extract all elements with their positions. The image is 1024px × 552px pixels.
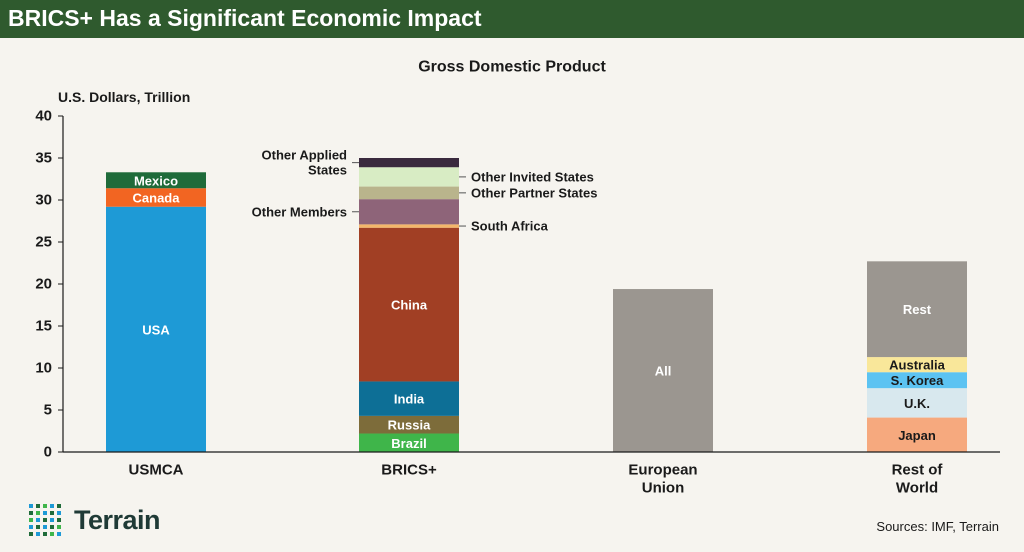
- logo-dot: [57, 525, 61, 529]
- segment-label-russia: Russia: [388, 418, 431, 433]
- segment-label-s-korea: S. Korea: [891, 373, 945, 388]
- y-tick-label: 40: [35, 108, 52, 125]
- logo-dot: [50, 518, 54, 522]
- segment-label-canada: Canada: [133, 190, 181, 205]
- x-category-label: BRICS+: [381, 462, 437, 479]
- segment-label-other-applied-states: Other Applied: [262, 148, 348, 163]
- gdp-chart: Gross Domestic Product U.S. Dollars, Tril…: [35, 59, 1000, 497]
- logo-dot: [29, 525, 33, 529]
- bar-segment-japan: [867, 417, 967, 452]
- segment-label-brazil: Brazil: [391, 436, 426, 451]
- logo-dot: [50, 525, 54, 529]
- logo-dot: [36, 532, 40, 536]
- chart-title: Gross Domestic Product: [418, 59, 606, 76]
- logo-dot: [36, 504, 40, 508]
- logo-dot: [57, 511, 61, 515]
- page-title: BRICS+ Has a Significant Economic Impact: [8, 5, 482, 31]
- logo-dot: [57, 504, 61, 508]
- bar-segment-u-k: [867, 388, 967, 418]
- logo-dot: [29, 511, 33, 515]
- bar-segment-china: [359, 227, 459, 382]
- bar-segment-other-invited-states: [359, 167, 459, 187]
- terrain-logo-icon: [29, 504, 61, 536]
- x-category-label: Rest of: [892, 462, 944, 479]
- logo-dot: [43, 518, 47, 522]
- logo-dot: [57, 532, 61, 536]
- logo-dot: [43, 504, 47, 508]
- logo-dot: [36, 511, 40, 515]
- segment-label-mexico: Mexico: [134, 173, 178, 188]
- y-tick-label: 10: [35, 360, 52, 377]
- y-tick-label: 20: [35, 276, 52, 293]
- sources-note: Sources: IMF, Terrain: [876, 519, 999, 534]
- logo-dot: [36, 525, 40, 529]
- segment-label-japan: Japan: [898, 428, 936, 443]
- segment-label-rest: Rest: [903, 302, 932, 317]
- x-category-label: World: [896, 480, 938, 497]
- logo-dot: [29, 532, 33, 536]
- bar-segment-canada: [106, 188, 206, 207]
- x-category-label: Union: [642, 480, 685, 497]
- brand-name: Terrain: [74, 505, 161, 535]
- segment-label-australia: Australia: [889, 358, 945, 373]
- bar-segment-brazil: [359, 433, 459, 452]
- bar-segment-usa: [106, 206, 206, 452]
- y-tick-label: 15: [35, 318, 52, 335]
- y-tick-label: 30: [35, 192, 52, 209]
- x-category-label: European: [628, 462, 697, 479]
- bar-segment-australia: [867, 357, 967, 373]
- segment-label-other-partner-states: Other Partner States: [471, 185, 597, 200]
- logo-dot: [43, 532, 47, 536]
- bar-segment-rest: [867, 261, 967, 358]
- segment-label-india: India: [394, 392, 425, 407]
- bar-segment-south-africa: [359, 224, 459, 228]
- segment-label-china: China: [391, 298, 428, 313]
- header-bar: BRICS+ Has a Significant Economic Impact: [0, 0, 1024, 38]
- logo-dot: [29, 504, 33, 508]
- y-tick-label: 0: [44, 444, 52, 461]
- segment-label-all: All: [655, 364, 672, 379]
- logo-dot: [36, 518, 40, 522]
- bar-segment-other-members: [359, 199, 459, 225]
- segment-label-u-k: U.K.: [904, 396, 930, 411]
- y-tick-label: 5: [44, 402, 52, 419]
- x-category-label: USMCA: [129, 462, 184, 479]
- y-tick-label: 35: [35, 150, 52, 167]
- logo-dot: [43, 525, 47, 529]
- bar-segment-s-korea: [867, 372, 967, 389]
- bar-segment-other-partner-states: [359, 186, 459, 200]
- y-tick-label: 25: [35, 234, 52, 251]
- segment-label-other-invited-states: Other Invited States: [471, 169, 594, 184]
- bar-segment-india: [359, 381, 459, 416]
- segment-label-other-members: Other Members: [252, 204, 347, 219]
- bar-segment-mexico: [106, 172, 206, 189]
- logo-dot: [43, 511, 47, 515]
- segment-label-other-applied-states: States: [308, 163, 347, 178]
- segment-label-usa: USA: [142, 322, 170, 337]
- y-axis-label: U.S. Dollars, Trillion: [58, 89, 190, 105]
- bar-segment-other-applied-states: [359, 158, 459, 168]
- bar-segment-all: [613, 289, 713, 452]
- logo-dot: [57, 518, 61, 522]
- segment-label-south-africa: South Africa: [471, 219, 549, 234]
- logo-dot: [29, 518, 33, 522]
- logo-dot: [50, 511, 54, 515]
- logo-dot: [50, 532, 54, 536]
- bar-segment-russia: [359, 415, 459, 434]
- logo-dot: [50, 504, 54, 508]
